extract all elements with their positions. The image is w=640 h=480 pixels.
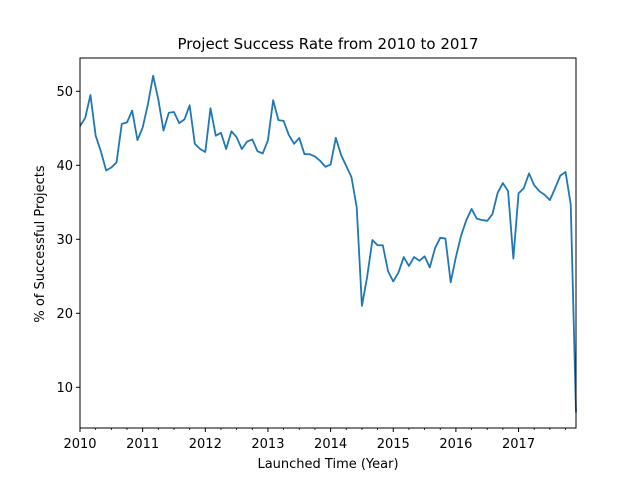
chart-title: Project Success Rate from 2010 to 2017: [177, 35, 478, 53]
x-tick-label: 2015: [377, 437, 410, 452]
y-tick-label: 10: [56, 381, 73, 396]
y-tick-label: 40: [56, 159, 73, 174]
plot-frame: [79, 57, 577, 429]
x-axis: 2010 2011 2012 2013 2014 2015 2016 2017: [63, 428, 566, 452]
series-layer: [79, 74, 577, 413]
y-axis: 10 20 30 40 50: [56, 85, 80, 396]
x-tick-label: 2011: [126, 437, 159, 452]
x-tick-label: 2010: [63, 437, 96, 452]
x-tick-label: 2014: [314, 437, 347, 452]
x-axis-label: Launched Time (Year): [257, 457, 398, 472]
x-tick-label: 2013: [251, 437, 284, 452]
y-tick-label: 20: [56, 307, 73, 322]
y-tick-label: 50: [56, 85, 73, 100]
x-tick-label: 2012: [189, 437, 222, 452]
x-tick-label: 2017: [502, 437, 535, 452]
y-axis-label: % of Successful Projects: [33, 165, 48, 323]
y-tick-label: 30: [56, 233, 73, 248]
x-tick-label: 2016: [439, 437, 472, 452]
series-line: [79, 74, 577, 413]
